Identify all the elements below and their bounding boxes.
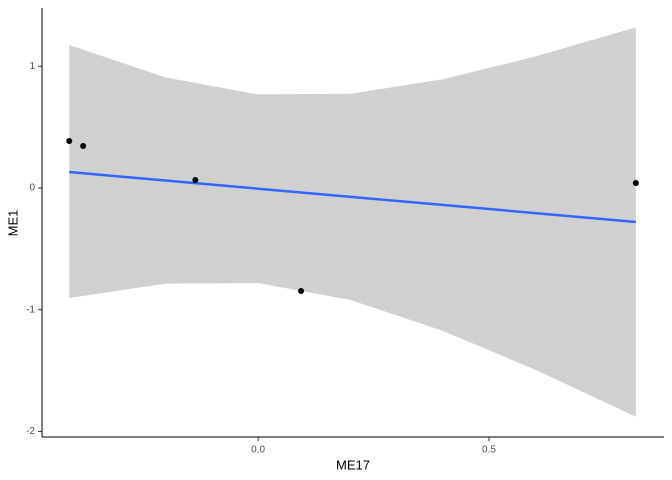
point bbox=[66, 138, 73, 145]
x-axis-title: ME17 bbox=[336, 457, 370, 472]
fit-line bbox=[69, 170, 636, 224]
confidence-band bbox=[69, 27, 636, 417]
y-tick-label: 1 bbox=[29, 61, 35, 72]
point bbox=[298, 287, 305, 294]
point bbox=[192, 176, 199, 183]
y-tick-label: -2 bbox=[26, 426, 35, 437]
y-tick-label: -1 bbox=[26, 304, 35, 315]
point bbox=[632, 180, 639, 187]
x-tick-label: 0.5 bbox=[482, 445, 496, 456]
point bbox=[80, 143, 87, 150]
y-axis-title: ME1 bbox=[5, 210, 20, 237]
x-tick-label: 0.0 bbox=[251, 445, 265, 456]
y-tick-label: 0 bbox=[29, 183, 35, 194]
